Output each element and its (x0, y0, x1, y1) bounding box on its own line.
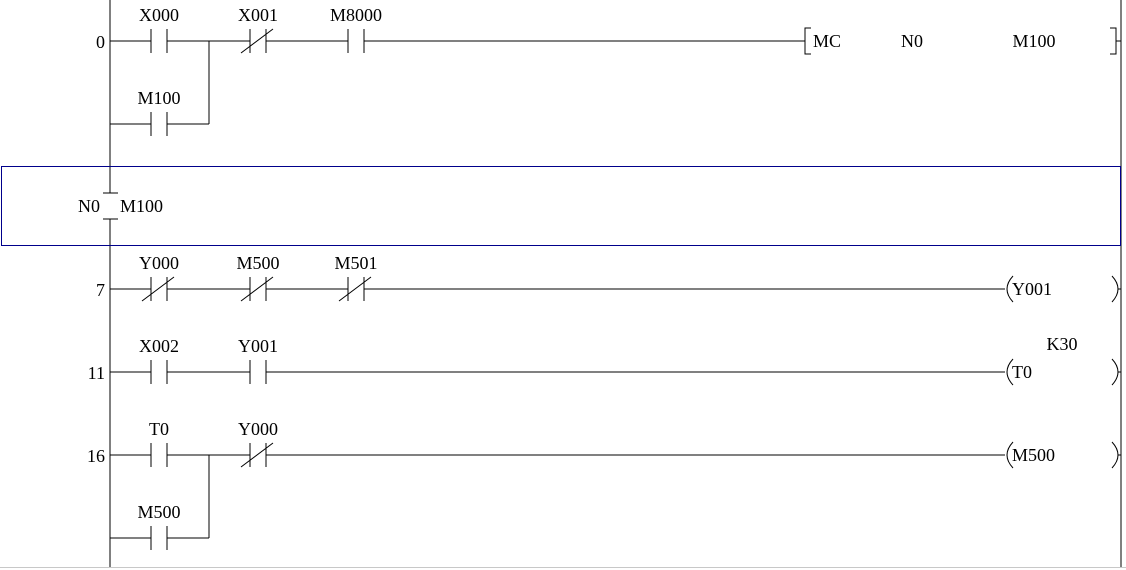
normally-open-contact[interactable]: X000 (139, 5, 179, 53)
contact-slash (240, 28, 274, 54)
normally-open-contact[interactable]: M100 (137, 88, 181, 136)
normally-closed-contact[interactable]: Y000 (238, 419, 278, 468)
coil-device: T0 (1012, 362, 1032, 382)
normally-open-contact[interactable]: M500 (137, 502, 181, 550)
contact-label: M501 (334, 253, 377, 273)
coil-left-arc (1006, 358, 1014, 386)
coil-setting: K30 (1047, 334, 1078, 354)
normally-open-contact[interactable]: Y001 (238, 336, 278, 384)
rung[interactable]: 7 Y000 M500 M501 Y001 (96, 253, 1121, 303)
contact-label: X000 (139, 5, 179, 25)
coil-left-arc (1006, 275, 1014, 303)
instruction-arg: N0 (901, 31, 923, 51)
mc-nest-label: N0 (78, 196, 100, 216)
contact-slash (141, 276, 175, 302)
close-bracket (1110, 27, 1117, 55)
coil-right-arc (1111, 358, 1119, 386)
coil-right-arc (1111, 275, 1119, 303)
contact-slash (338, 276, 372, 302)
output-coil[interactable]: M500 (1006, 441, 1121, 469)
coil-device: Y001 (1012, 279, 1052, 299)
normally-closed-contact[interactable]: M501 (334, 253, 378, 302)
output-coil[interactable]: Y001 (1006, 275, 1121, 303)
coil-left-arc (1006, 441, 1014, 469)
rung[interactable]: N0 M100 (1, 166, 1121, 246)
step-number: 7 (96, 280, 105, 300)
selection-box (1, 166, 1121, 246)
instruction-arg: M100 (1012, 31, 1055, 51)
normally-closed-contact[interactable]: Y000 (139, 253, 179, 302)
open-bracket (804, 27, 811, 55)
contact-label: M500 (137, 502, 180, 522)
contact-label: T0 (149, 419, 169, 439)
mc-instruction[interactable]: MC N0 M100 (804, 27, 1121, 55)
contact-slash (240, 442, 274, 468)
instruction-op: MC (813, 31, 841, 51)
coil-right-arc (1111, 441, 1119, 469)
contact-label: M500 (236, 253, 279, 273)
normally-open-contact[interactable]: M8000 (330, 5, 382, 53)
contact-label: Y001 (238, 336, 278, 356)
contact-label: M100 (137, 88, 180, 108)
rung[interactable]: 16 T0 Y000 M500 M500 (87, 419, 1121, 550)
normally-closed-contact[interactable]: X001 (238, 5, 278, 54)
coil-device: M500 (1012, 445, 1055, 465)
rung[interactable]: 0 X000 X001 M8000 M100 MC N0 M100 (96, 5, 1121, 136)
contact-label: M8000 (330, 5, 382, 25)
normally-closed-contact[interactable]: M500 (236, 253, 280, 302)
step-number: 16 (87, 446, 105, 466)
mc-device-label: M100 (120, 196, 163, 216)
contact-label: Y000 (238, 419, 278, 439)
contact-label: X001 (238, 5, 278, 25)
normally-open-contact[interactable]: T0 (149, 419, 169, 467)
step-number: 11 (88, 363, 105, 383)
output-coil[interactable]: T0 K30 (1006, 334, 1121, 386)
contact-label: X002 (139, 336, 179, 356)
step-number: 0 (96, 32, 105, 52)
contact-slash (240, 276, 274, 302)
rung[interactable]: 11 X002 Y001 T0 K30 (88, 334, 1121, 386)
normally-open-contact[interactable]: X002 (139, 336, 179, 384)
contact-label: Y000 (139, 253, 179, 273)
